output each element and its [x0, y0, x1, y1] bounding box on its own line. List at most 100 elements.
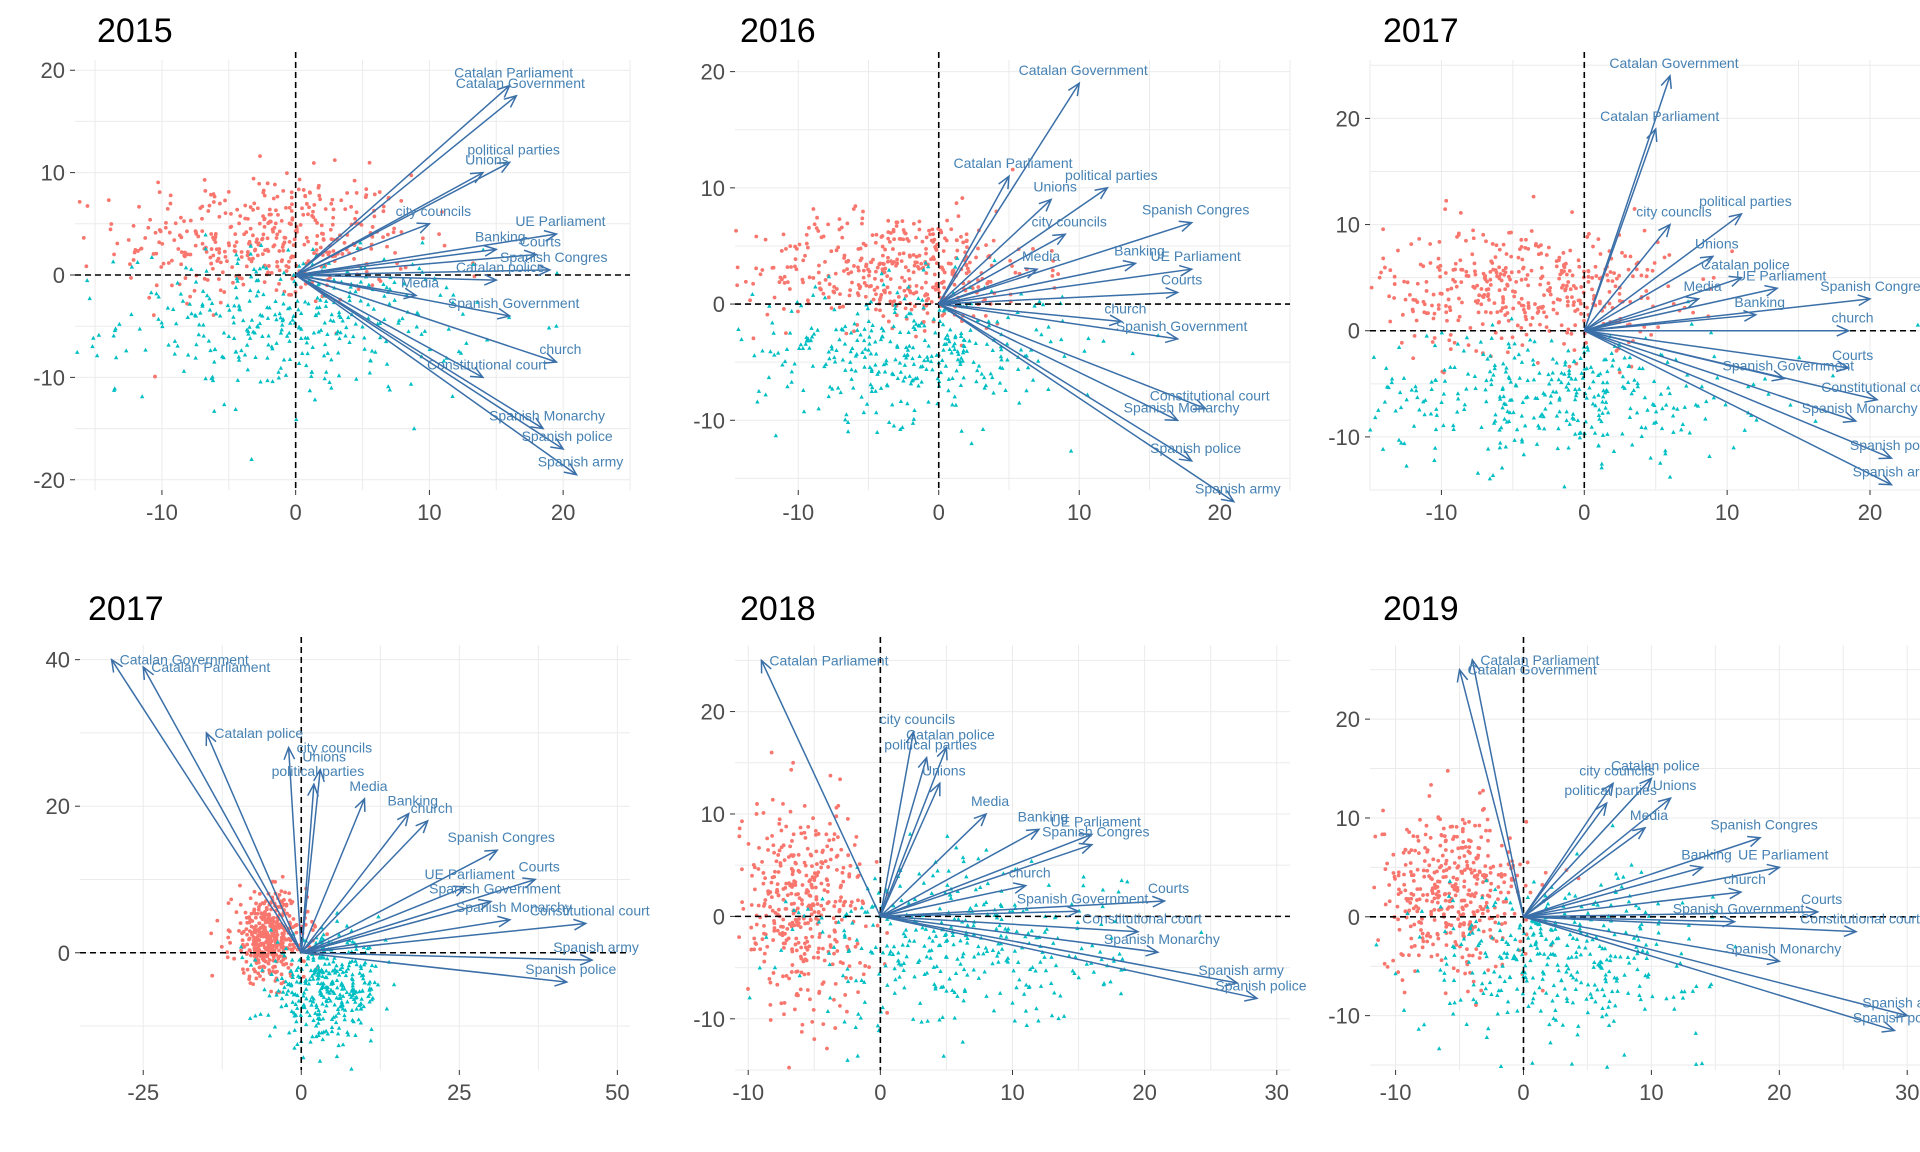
point-group-b [1640, 948, 1645, 953]
point-group-b [975, 318, 980, 323]
point-group-a [826, 222, 831, 227]
vector-line [295, 274, 577, 476]
point-group-a [1482, 293, 1487, 297]
point-group-b [1631, 955, 1637, 960]
vector-label: Constitutional court [1150, 388, 1270, 404]
vector-arrowhead [1764, 284, 1779, 297]
point-group-b [314, 1034, 319, 1039]
point-group-b [904, 314, 909, 319]
point-group-b [1012, 902, 1018, 907]
point-group-b [1671, 429, 1676, 434]
point-group-a [1512, 911, 1517, 916]
point-group-b [789, 379, 794, 384]
point-group-b [286, 988, 291, 993]
point-group-b [971, 967, 976, 972]
point-group-a [202, 178, 207, 182]
point-group-b [172, 351, 177, 356]
point-group-a [223, 211, 228, 215]
point-group-a [313, 299, 318, 304]
point-group-b [976, 951, 981, 956]
point-group-b [298, 980, 303, 985]
point-group-b [187, 301, 193, 306]
point-group-a [743, 279, 748, 284]
point-group-a [767, 976, 772, 981]
point-group-b [1492, 363, 1498, 368]
point-group-a [329, 201, 334, 206]
point-group-b [855, 311, 860, 316]
point-group-a [356, 287, 361, 292]
point-group-b [873, 388, 878, 393]
point-group-b [869, 328, 874, 333]
point-group-b [1429, 379, 1434, 384]
point-group-a [1407, 953, 1411, 958]
point-group-a [226, 189, 231, 194]
point-group-b [1679, 951, 1684, 956]
point-group-a [1429, 909, 1434, 914]
point-group-b [302, 299, 308, 304]
point-group-b [354, 376, 359, 381]
point-group-b [353, 1032, 358, 1037]
vector-label: church [411, 800, 453, 816]
point-group-a [879, 235, 884, 239]
point-group-b [1624, 908, 1629, 913]
point-group-a [856, 247, 861, 251]
point-group-b [1118, 991, 1124, 996]
point-group-a [917, 227, 922, 232]
point-group-a [1392, 282, 1397, 286]
point-group-b [1520, 399, 1526, 404]
point-group-a [226, 241, 231, 246]
point-group-b [867, 341, 872, 346]
point-group-a [1494, 243, 1499, 248]
y-tick-label: -10 [33, 365, 65, 390]
point-group-b [1541, 426, 1547, 431]
point-group-b [338, 314, 343, 319]
point-group-a [735, 265, 740, 270]
point-group-b [767, 303, 772, 308]
point-group-b [913, 927, 919, 932]
point-group-a [924, 251, 928, 256]
point-group-a [1490, 242, 1495, 246]
point-group-b [290, 999, 295, 1004]
point-group-b [945, 332, 950, 337]
point-group-a [317, 183, 321, 188]
point-group-b [955, 888, 960, 893]
point-group-a [931, 285, 935, 290]
point-group-a [788, 844, 793, 849]
point-group-b [261, 292, 266, 297]
point-group-a [927, 228, 931, 233]
point-group-b [283, 372, 289, 377]
point-group-a [905, 237, 910, 241]
point-group-b [1548, 942, 1553, 947]
point-group-a [965, 266, 970, 271]
point-group-b [75, 349, 80, 354]
point-group-b [334, 331, 339, 336]
point-group-a [825, 889, 830, 894]
point-group-b [755, 399, 760, 404]
point-group-a [1387, 899, 1392, 904]
point-group-a [914, 290, 919, 295]
vector-line [300, 769, 321, 953]
point-group-a [961, 240, 966, 245]
point-group-a [829, 249, 834, 254]
point-group-b [780, 362, 785, 367]
vector-arrowhead [554, 974, 569, 987]
vector-label: Banking [387, 793, 438, 809]
point-group-b [827, 995, 833, 1000]
point-group-a [1570, 210, 1575, 214]
vector-line [295, 274, 544, 430]
point-group-a [283, 890, 287, 895]
point-group-a [831, 837, 836, 842]
point-group-b [308, 968, 314, 973]
point-group-b [1537, 370, 1542, 375]
point-group-a [1540, 882, 1545, 887]
point-group-a [785, 893, 790, 898]
point-group-a [1473, 874, 1477, 878]
point-group-a [248, 948, 252, 953]
point-group-b [1511, 410, 1516, 415]
point-group-b [129, 264, 135, 269]
point-group-b [1600, 432, 1606, 437]
point-group-a [849, 976, 853, 981]
point-group-b [1455, 341, 1461, 346]
point-group-a [179, 235, 184, 240]
point-group-a [1455, 888, 1460, 892]
